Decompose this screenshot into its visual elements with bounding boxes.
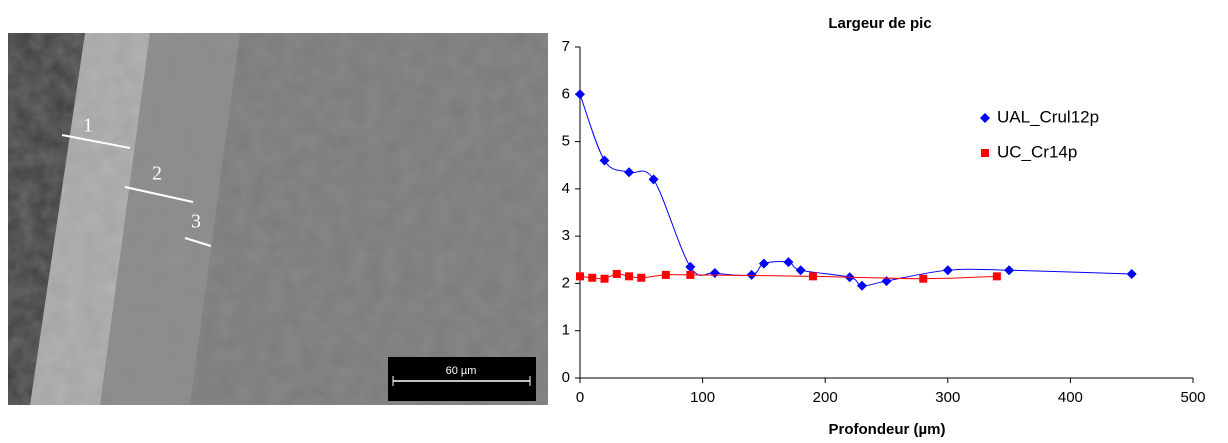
- point: [575, 89, 585, 100]
- trend-line: [579, 94, 1132, 287]
- point: [709, 268, 720, 279]
- y-tick-label: 2: [562, 274, 570, 291]
- y-tick-label: 3: [562, 227, 570, 244]
- point: [758, 258, 769, 269]
- legend-label: UAL_Crul12p: [997, 107, 1099, 126]
- y-tick-label: 5: [562, 133, 570, 150]
- point: [685, 261, 696, 272]
- point: [1126, 268, 1137, 279]
- point: [783, 257, 794, 268]
- x-tick-label: 100: [690, 389, 715, 406]
- region-label: 3: [191, 211, 201, 233]
- y-tick-label: 6: [562, 85, 570, 102]
- point: [808, 272, 817, 281]
- x-tick-label: 500: [1180, 389, 1205, 406]
- point: [648, 174, 659, 185]
- legend-label: UC_Cr14p: [997, 142, 1077, 161]
- region-label: 1: [83, 115, 93, 137]
- region-label: 2: [152, 163, 162, 185]
- point: [686, 270, 695, 279]
- x-tick-label: 300: [935, 389, 960, 406]
- point: [612, 269, 621, 278]
- point: [746, 269, 757, 280]
- micrograph: 1 2 3 60 µm: [8, 33, 548, 405]
- point: [795, 265, 806, 276]
- y-tick-label: 1: [562, 322, 570, 339]
- scale-bar-bg: [388, 357, 536, 401]
- x-tick-label: 400: [1058, 389, 1083, 406]
- point: [625, 272, 634, 281]
- point: [1004, 265, 1015, 276]
- point: [942, 265, 953, 276]
- x-tick-label: 200: [813, 389, 838, 406]
- point: [919, 274, 928, 283]
- point: [599, 155, 610, 166]
- point: [637, 273, 646, 282]
- legend-marker: [981, 149, 989, 157]
- point: [624, 167, 635, 178]
- y-tick-label: 7: [562, 38, 570, 55]
- point: [600, 274, 609, 283]
- scale-bar-label: 60 µm: [446, 365, 477, 377]
- point: [992, 272, 1001, 281]
- chart-title: Largeur de pic: [828, 15, 931, 32]
- point: [661, 270, 670, 279]
- point: [856, 280, 867, 291]
- x-axis-label: Profondeur (µm): [829, 421, 946, 438]
- point: [576, 272, 584, 281]
- x-tick-label: 0: [576, 389, 584, 406]
- y-tick-label: 0: [562, 369, 570, 386]
- point: [588, 273, 597, 282]
- y-tick-label: 4: [562, 180, 570, 197]
- legend-marker: [980, 113, 990, 123]
